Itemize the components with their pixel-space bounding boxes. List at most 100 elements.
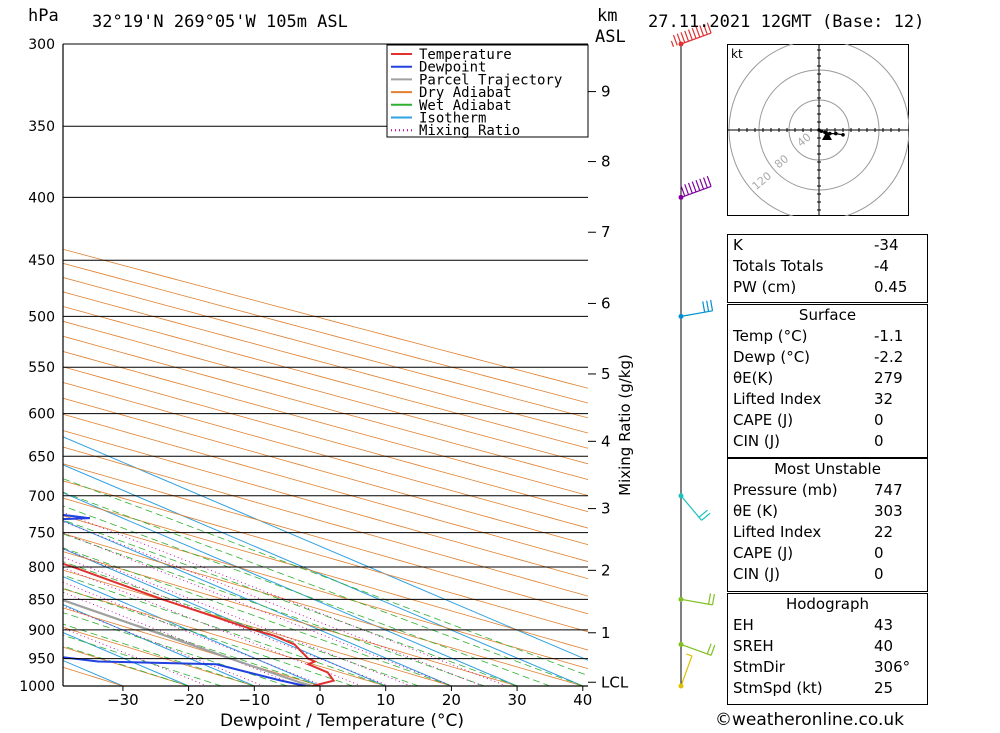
legend-label: Mixing Ratio xyxy=(419,123,520,139)
storm-motion-marker xyxy=(822,131,832,140)
wind-barb-dot xyxy=(678,641,684,647)
isotherm-line xyxy=(63,576,321,686)
dry-adiabat-line xyxy=(63,607,321,686)
station-location: 32°19'N 269°05'W 105m ASL xyxy=(92,12,348,32)
hodograph-stats-title: Hodograph xyxy=(785,595,870,613)
pressure-tick-label: 950 xyxy=(28,652,55,668)
surface-row: Temp (°C) -1.1 xyxy=(733,327,904,345)
hodograph-point xyxy=(819,129,824,133)
wind-barb-flag xyxy=(702,301,706,313)
wind-barb xyxy=(678,593,716,606)
pressure-tick-label: 550 xyxy=(28,360,55,376)
dry-adiabat-line xyxy=(63,515,588,670)
dry-adiabat-line xyxy=(63,569,452,686)
hodo-row: StmDir 306° xyxy=(733,658,911,676)
wind-barb-flag xyxy=(706,175,712,187)
index-row: Totals Totals -4 xyxy=(733,257,889,275)
wind-barb-flag xyxy=(711,593,716,606)
wind-barb-flag xyxy=(702,177,708,189)
wind-barb-dot xyxy=(678,596,684,602)
mixing-ratio-line xyxy=(63,521,483,686)
wind-barb-flag xyxy=(687,29,693,41)
dry-adiabat-line xyxy=(63,551,518,686)
legend-box xyxy=(386,44,589,138)
wind-barb-flag xyxy=(672,34,678,46)
wet-adiabat-line xyxy=(63,533,485,686)
pressure-tick-label: 500 xyxy=(28,309,55,325)
wind-barb-flag xyxy=(684,184,690,195)
wind-barb-flag xyxy=(691,27,697,39)
wet-adiabat-line xyxy=(63,478,588,677)
wind-barb-shaft xyxy=(680,598,713,606)
wind-barb xyxy=(678,493,711,521)
wind-barb-flag xyxy=(680,32,686,43)
km-tick-label: 2 xyxy=(601,561,611,579)
isotherm-line xyxy=(63,659,124,686)
surface-row: CIN (J) 0 xyxy=(733,432,884,450)
wind-barb-flag xyxy=(710,299,714,311)
pressure-tick-label: 650 xyxy=(28,449,55,465)
pressure-tick-label: 400 xyxy=(28,190,55,206)
wind-barb-flag xyxy=(702,23,708,35)
km-tick-label: 8 xyxy=(601,153,611,171)
dry-adiabat-line xyxy=(63,497,588,651)
pressure-tick-label: 1000 xyxy=(19,679,55,695)
wet-adiabat-line xyxy=(63,505,551,686)
wind-barb-flag xyxy=(691,181,697,193)
km-tick-label: 7 xyxy=(601,223,611,241)
wind-barb-flag xyxy=(706,643,712,655)
most-unstable-title: Most Unstable xyxy=(774,460,881,478)
mu-row: θE (K) 303 xyxy=(733,502,903,520)
index-row: PW (cm) 0.45 xyxy=(733,278,908,296)
most-unstable-panel: Most Unstable Pressure (mb) 747 θE (K) 303… xyxy=(727,458,928,592)
pressure-tick-label: 350 xyxy=(28,119,55,135)
wind-barb xyxy=(678,299,714,319)
wind-barb-flag xyxy=(684,30,690,42)
wind-barb xyxy=(670,22,712,47)
surface-row: Lifted Index 32 xyxy=(733,390,894,408)
hodo-row: SREH 40 xyxy=(733,637,894,655)
km-tick-label: 6 xyxy=(601,294,611,312)
x-tick-label: −10 xyxy=(238,691,270,709)
legend-label: Dewpoint xyxy=(419,60,486,76)
hodograph-point xyxy=(834,131,838,136)
wind-barb xyxy=(678,175,712,200)
temperature-profile xyxy=(63,562,336,686)
x-tick-label: −30 xyxy=(107,691,139,709)
wind-barb-flag xyxy=(695,180,701,191)
wet-adiabat-line xyxy=(63,491,583,686)
wind-barb-flag xyxy=(701,512,711,521)
wind-barb xyxy=(678,653,693,689)
legend-label: Dry Adiabat xyxy=(419,85,512,101)
wind-barb-flag xyxy=(695,26,701,38)
x-axis-label: Dewpoint / Temperature (°C) xyxy=(220,711,464,731)
hodograph-unit: kt xyxy=(731,47,743,61)
surface-row: θE(K) 279 xyxy=(733,369,903,387)
wind-barb xyxy=(678,641,716,656)
wind-barb-flag xyxy=(706,300,710,312)
mu-row: Lifted Index 22 xyxy=(733,523,894,541)
surface-title: Surface xyxy=(798,306,857,324)
wind-barb-dot xyxy=(678,194,684,200)
km-tick-label: 5 xyxy=(601,365,611,383)
surface-panel: Surface Temp (°C) -1.1 Dewp (°C) -2.2 θE(K… xyxy=(727,304,928,458)
isotherm-line xyxy=(63,492,518,686)
pressure-tick-label: 750 xyxy=(28,526,55,542)
pressure-tick-label: 800 xyxy=(28,560,55,576)
x-tick-label: 20 xyxy=(442,691,461,709)
wind-barb-shaft xyxy=(680,495,703,521)
dry-adiabat-line xyxy=(63,666,124,686)
isotherm-line xyxy=(63,520,452,686)
km-tick-label: LCL xyxy=(601,673,629,691)
x-tick-label: −20 xyxy=(173,691,205,709)
surface-row: CAPE (J) 0 xyxy=(733,411,884,429)
wind-barb-flag xyxy=(699,178,705,190)
index-row: K -34 xyxy=(733,236,899,254)
wind-barb-dot xyxy=(678,313,684,319)
wet-adiabat-line xyxy=(63,612,288,686)
x-tick-label: 10 xyxy=(376,691,395,709)
wind-barb-flag xyxy=(687,182,693,194)
dry-adiabat-line xyxy=(63,588,386,686)
wind-barb-flag xyxy=(670,40,675,47)
legend-label: Isotherm xyxy=(419,111,486,127)
